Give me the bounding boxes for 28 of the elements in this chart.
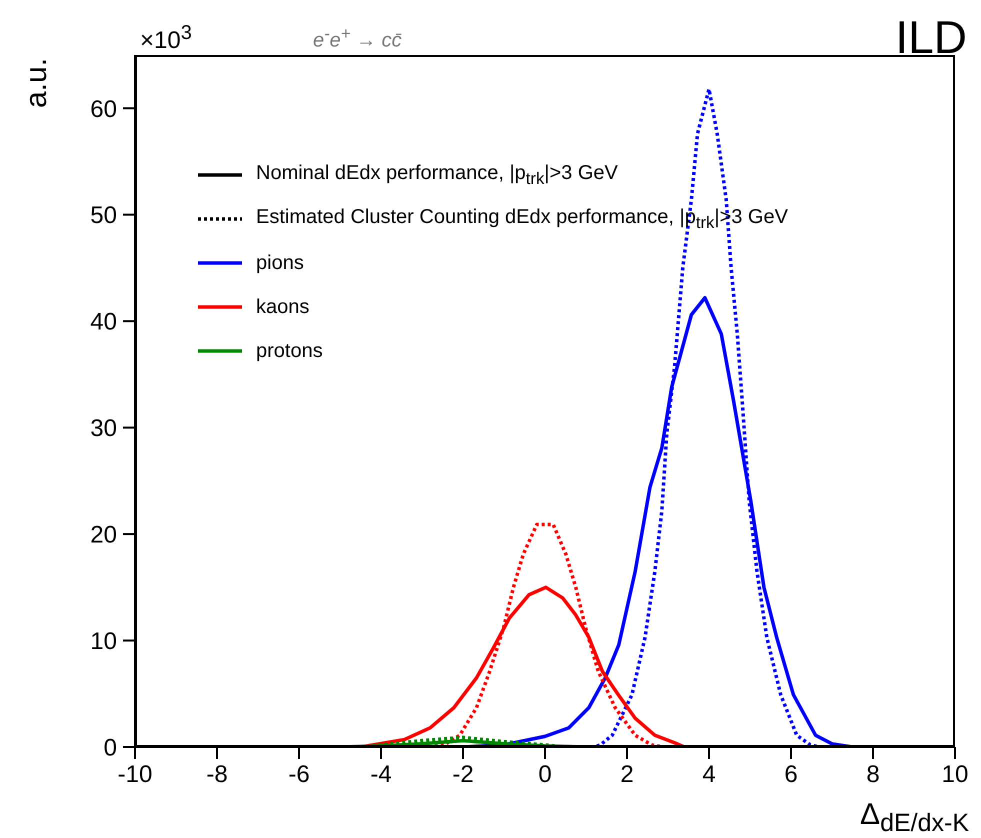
- annotation: Nominal dEdx performance, |p$_{trk}$|>3 GeV: [256, 162, 618, 188]
- x-tick-label: 2: [620, 761, 634, 788]
- y-axis-title: a.u.: [20, 58, 54, 108]
- legend-label: kaons: [256, 296, 310, 318]
- y-tick-label: 30: [90, 415, 117, 442]
- y-tick-label: 60: [90, 96, 117, 123]
- x-tick-label: -2: [452, 761, 474, 788]
- x-tick-label: -8: [206, 761, 228, 788]
- x-tick-label: 4: [702, 761, 716, 788]
- y-tick-label: 40: [90, 308, 117, 336]
- y-tick-label: 20: [90, 522, 117, 549]
- y-tick-label: 0: [104, 734, 117, 762]
- x-tick-label: 8: [866, 761, 880, 788]
- x-tick-label: -10: [118, 761, 152, 788]
- y-tick-label: 10: [90, 628, 117, 656]
- annotation: ILD: [895, 10, 967, 64]
- annotation: Estimated Cluster Counting dEdx performance, |p$_{trk}$|>3 GeV: [256, 206, 788, 232]
- legend-label: protons: [256, 340, 323, 362]
- x-tick-label: -6: [288, 761, 310, 788]
- x-tick-label: 10: [942, 761, 968, 788]
- x-axis-title: Δ$_{dE/dx-K}$: [860, 798, 969, 838]
- legend-label: pions: [256, 252, 304, 274]
- chart-title: e$^{-}$e$^{+}$ → cc̄: [313, 24, 402, 53]
- x-tick-label: 6: [784, 761, 798, 788]
- x-tick-label: 0: [538, 761, 552, 788]
- x-tick-label: -4: [370, 761, 392, 788]
- text: ×10$^{3}$: [140, 22, 192, 55]
- y-tick-label: 50: [90, 202, 117, 230]
